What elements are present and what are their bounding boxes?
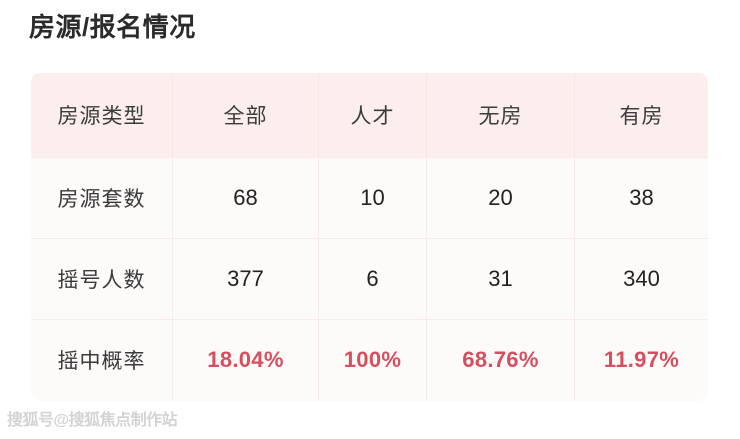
- cell-probability-all: 18.04%: [172, 320, 318, 400]
- stats-table: 房源类型 全部 人才 无房 有房 房源套数 68 10 20 38 摇号人数 3…: [31, 73, 708, 401]
- page-title: 房源/报名情况: [29, 12, 196, 42]
- column-header-has-house: 有房: [574, 73, 708, 157]
- watermark: 搜狐号@搜狐焦点制作站: [7, 412, 178, 429]
- cell-probability-no-house: 68.76%: [426, 320, 574, 400]
- row-label-applicants: 摇号人数: [57, 269, 146, 292]
- table-row: 摇号人数 377 6 31 340: [31, 238, 708, 319]
- cell-applicants-no-house: 31: [426, 239, 574, 319]
- column-header-no-house: 无房: [426, 73, 574, 157]
- table-row: 房源套数 68 10 20 38: [31, 157, 708, 238]
- table-header-row: 房源类型 全部 人才 无房 有房: [31, 73, 708, 157]
- row-label-probability: 摇中概率: [57, 350, 146, 373]
- cell-units-all: 68: [172, 158, 318, 238]
- row-label-units: 房源套数: [57, 188, 146, 211]
- cell-units-talent: 10: [318, 158, 426, 238]
- cell-units-has-house: 38: [574, 158, 708, 238]
- column-header-talent: 人才: [318, 73, 426, 157]
- column-header-type: 房源类型: [57, 105, 146, 128]
- cell-units-no-house: 20: [426, 158, 574, 238]
- cell-applicants-has-house: 340: [574, 239, 708, 319]
- column-header-all: 全部: [172, 73, 318, 157]
- cell-applicants-talent: 6: [318, 239, 426, 319]
- cell-probability-talent: 100%: [318, 320, 426, 400]
- cell-applicants-all: 377: [172, 239, 318, 319]
- table-row: 摇中概率 18.04% 100% 68.76% 11.97%: [31, 319, 708, 400]
- cell-probability-has-house: 11.97%: [574, 320, 708, 400]
